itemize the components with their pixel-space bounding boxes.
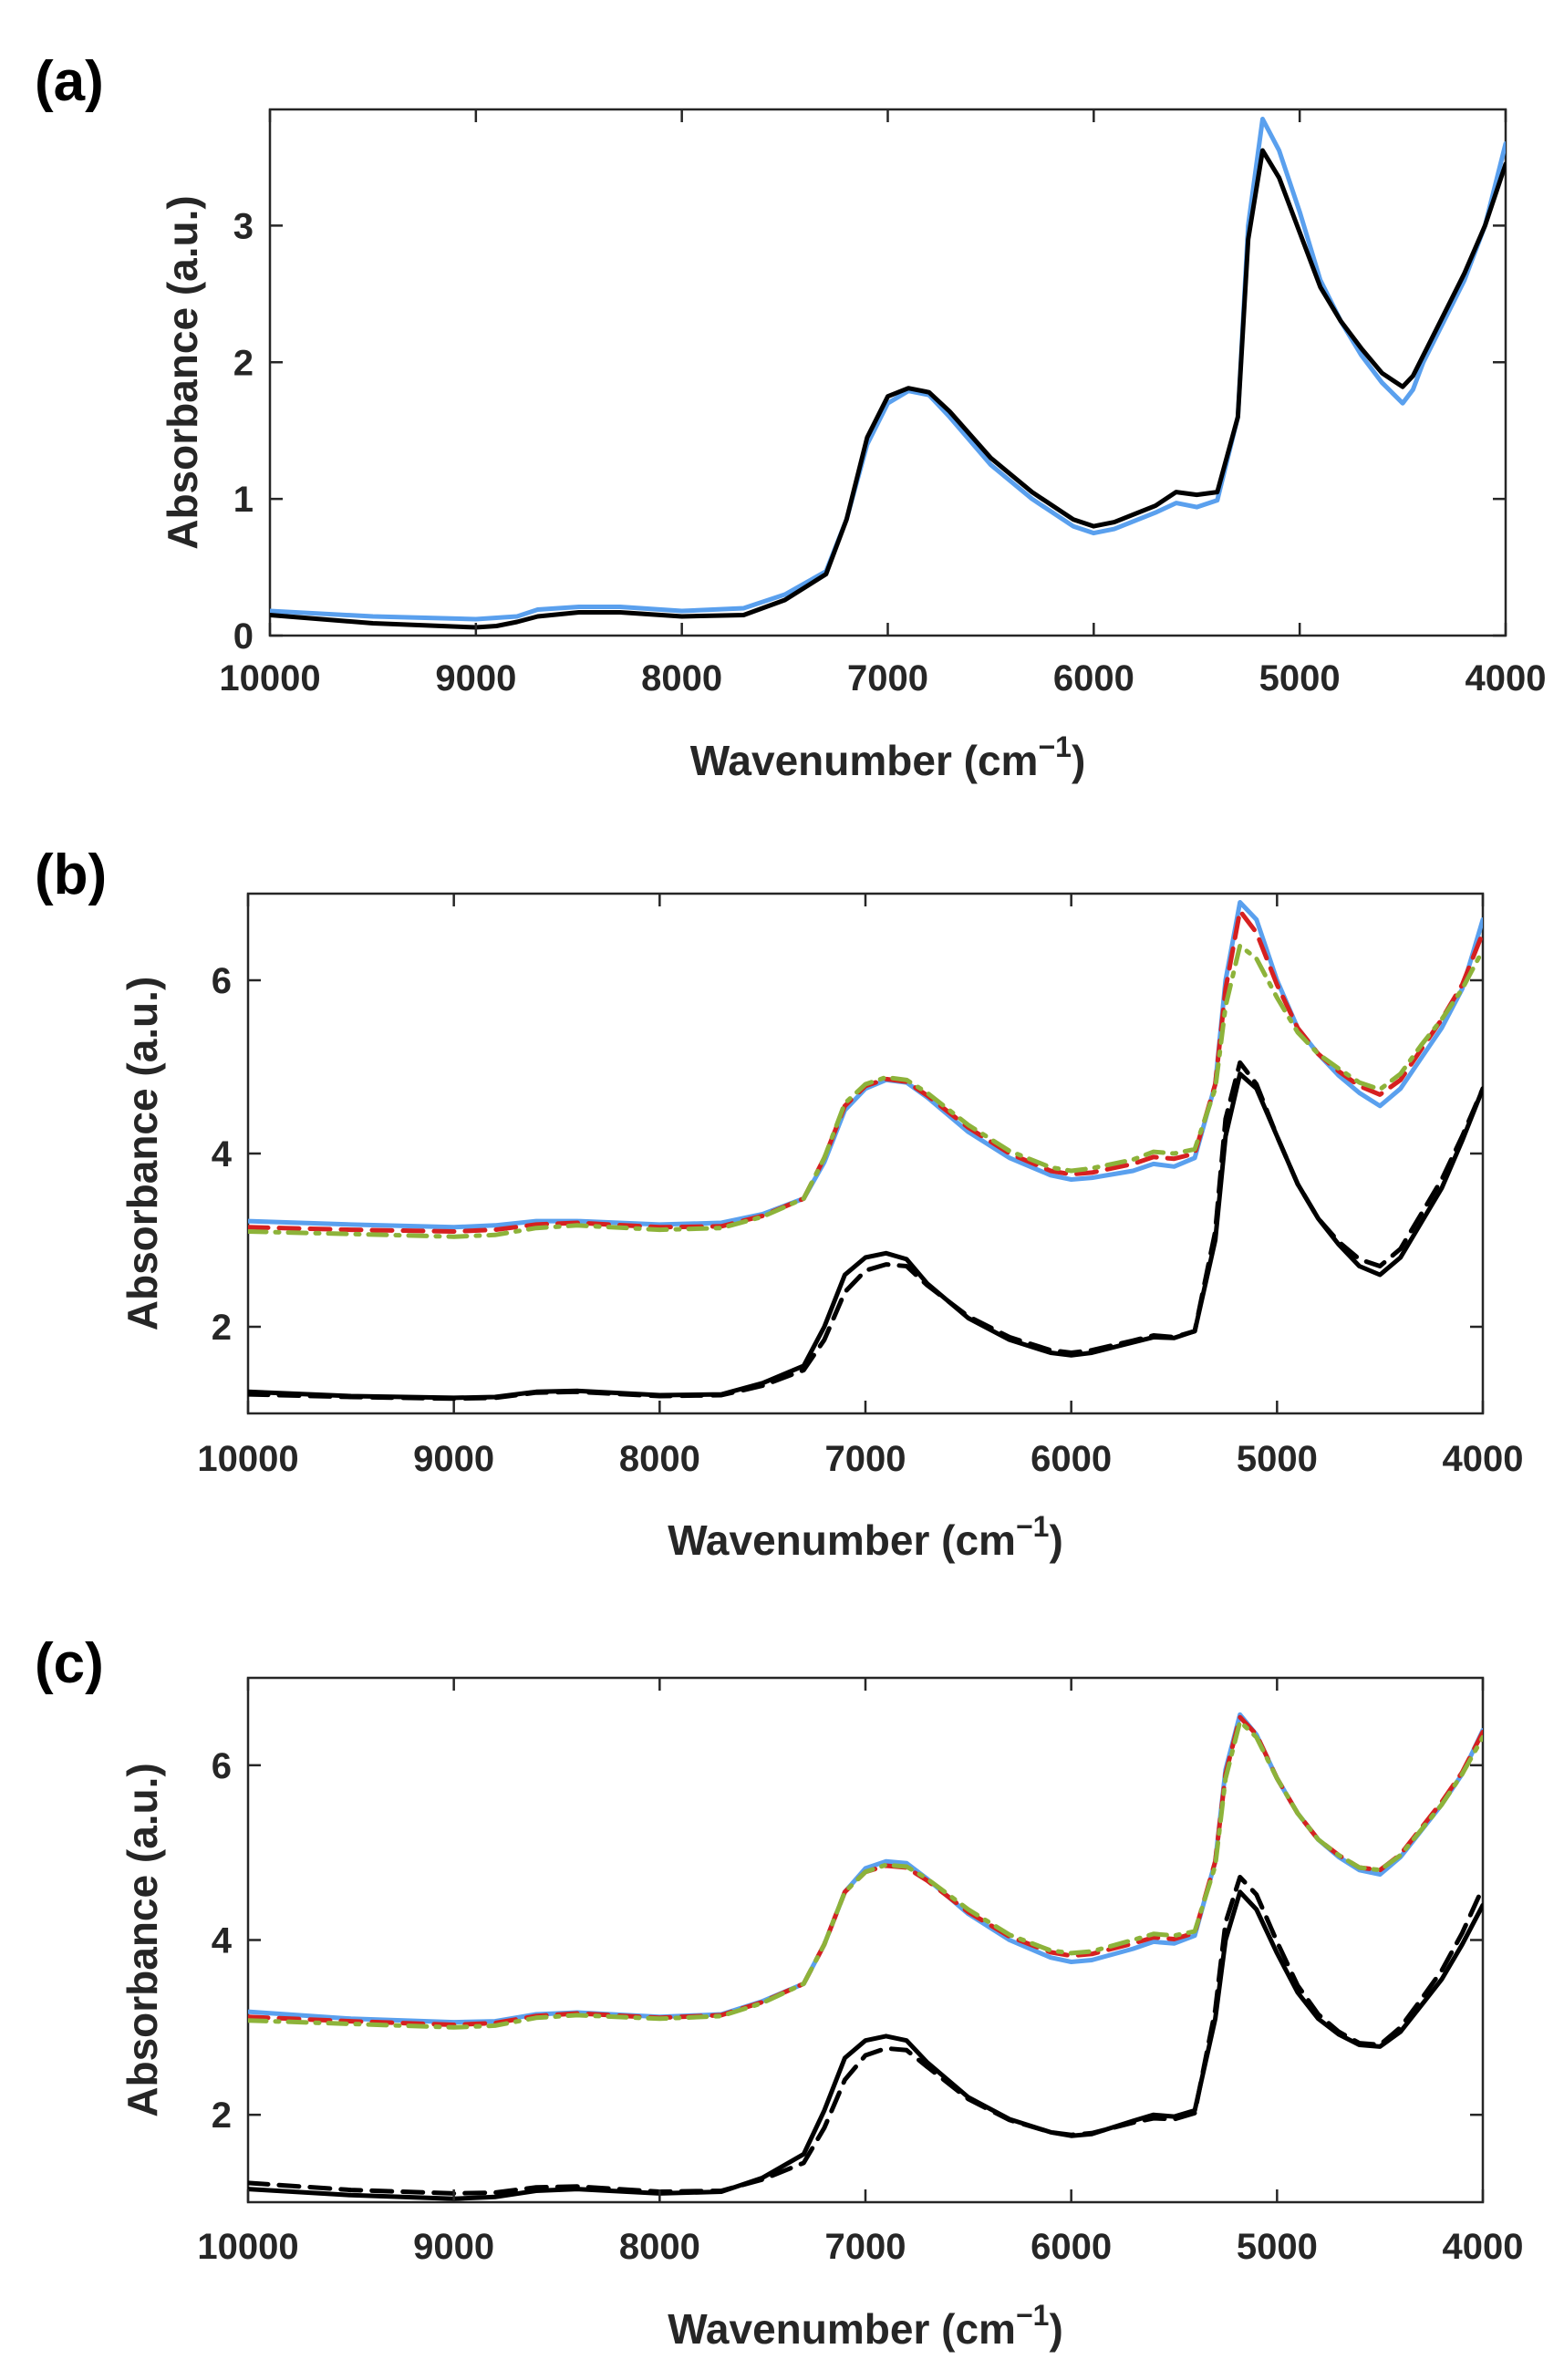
y-tick-label: 4 xyxy=(212,1921,233,1961)
x-tick-label: 9000 xyxy=(413,1439,494,1479)
x-tick-label: 5000 xyxy=(1237,2227,1318,2267)
x-tick-label: 7000 xyxy=(825,1439,906,1479)
x-axis-title-superscript: −1 xyxy=(1016,2299,1049,2332)
series-line-black-solid xyxy=(248,1071,1483,1401)
series-group xyxy=(270,117,1506,630)
y-axis-title: Absorbance (a.u.) xyxy=(159,195,206,550)
series-line-blue-solid xyxy=(248,900,1483,1230)
series-line-black-solid xyxy=(270,148,1506,630)
x-tick-label: 4000 xyxy=(1466,658,1547,698)
x-tick-label: 6000 xyxy=(1031,1439,1112,1479)
chart-panel-c: (c) 10000 9000 8000 7000 6000 5000 4000 2 4 6 Waven… xyxy=(35,1632,1523,2353)
plot-frame xyxy=(246,892,1485,1415)
y-tick-label: 4 xyxy=(212,1134,233,1174)
series-line-blue-solid xyxy=(248,1712,1483,2025)
x-tick-label: 5000 xyxy=(1259,658,1341,698)
x-tick-label: 5000 xyxy=(1237,1439,1318,1479)
x-tick-label: 8000 xyxy=(641,658,722,698)
y-tick-label: 2 xyxy=(212,2095,232,2136)
x-tick-label: 4000 xyxy=(1443,1439,1524,1479)
x-tick-label: 7000 xyxy=(847,658,928,698)
x-tick-label: 6000 xyxy=(1053,658,1134,698)
x-axis-title-close: ) xyxy=(1072,737,1085,784)
x-axis-title-text: Wavenumber (cm xyxy=(690,737,1039,784)
series-group xyxy=(248,900,1483,1402)
panel-label: (c) xyxy=(35,1632,104,1695)
x-axis-title: Wavenumber (cm−1) xyxy=(690,730,1086,784)
x-tick-label: 4000 xyxy=(1443,2227,1524,2267)
y-tick-label: 0 xyxy=(233,616,254,657)
series-line-green-dashdot xyxy=(248,1719,1483,2030)
series-line-black-dashed xyxy=(248,1060,1483,1402)
y-tick-label: 6 xyxy=(212,961,232,1001)
panel-label: (b) xyxy=(35,843,107,906)
series-line-green-dashdot xyxy=(248,943,1483,1239)
x-axis-title-superscript: −1 xyxy=(1038,730,1071,763)
x-tick-label: 6000 xyxy=(1031,2227,1112,2267)
x-tick-label: 10000 xyxy=(197,1439,298,1479)
plot-frame xyxy=(246,1676,1485,2204)
x-tick-label: 10000 xyxy=(197,2227,298,2267)
y-tick-label: 3 xyxy=(233,206,254,246)
series-line-blue-solid xyxy=(270,117,1506,622)
series-line-black-solid xyxy=(248,1889,1483,2201)
y-tick-label: 2 xyxy=(233,343,254,383)
x-axis-title-text: Wavenumber (cm xyxy=(668,1516,1016,1564)
chart-panel-b: (b) 10000 9000 8000 7000 6000 5000 4000 2 4 6 Waven… xyxy=(35,843,1523,1564)
plot-frame xyxy=(268,108,1507,637)
y-tick-label: 2 xyxy=(212,1308,232,1348)
chart-panel-a: (a) 10000 9000 8000 7000 6000 5000 4000 0 1 2 3 Wave… xyxy=(35,50,1546,784)
series-line-black-dashed xyxy=(248,1875,1483,2196)
x-tick-label: 7000 xyxy=(825,2227,906,2267)
x-axis-title: Wavenumber (cm−1) xyxy=(668,1510,1063,1564)
panel-label: (a) xyxy=(35,50,104,113)
x-axis-title-close: ) xyxy=(1049,2305,1062,2353)
x-tick-label: 9000 xyxy=(435,658,516,698)
x-axis-title-close: ) xyxy=(1049,1516,1062,1564)
x-tick-label: 10000 xyxy=(219,658,320,698)
x-axis-title-superscript: −1 xyxy=(1016,1510,1049,1543)
y-tick-label: 1 xyxy=(233,480,254,520)
y-axis-title: Absorbance (a.u.) xyxy=(119,977,166,1331)
y-axis-title: Absorbance (a.u.) xyxy=(119,1763,166,2117)
y-tick-label: 6 xyxy=(212,1746,232,1786)
x-axis-title-text: Wavenumber (cm xyxy=(668,2305,1016,2353)
x-tick-label: 8000 xyxy=(619,1439,700,1479)
x-tick-label: 9000 xyxy=(413,2227,494,2267)
series-group xyxy=(248,1712,1483,2201)
x-axis-title: Wavenumber (cm−1) xyxy=(668,2299,1063,2353)
x-tick-label: 8000 xyxy=(619,2227,700,2267)
